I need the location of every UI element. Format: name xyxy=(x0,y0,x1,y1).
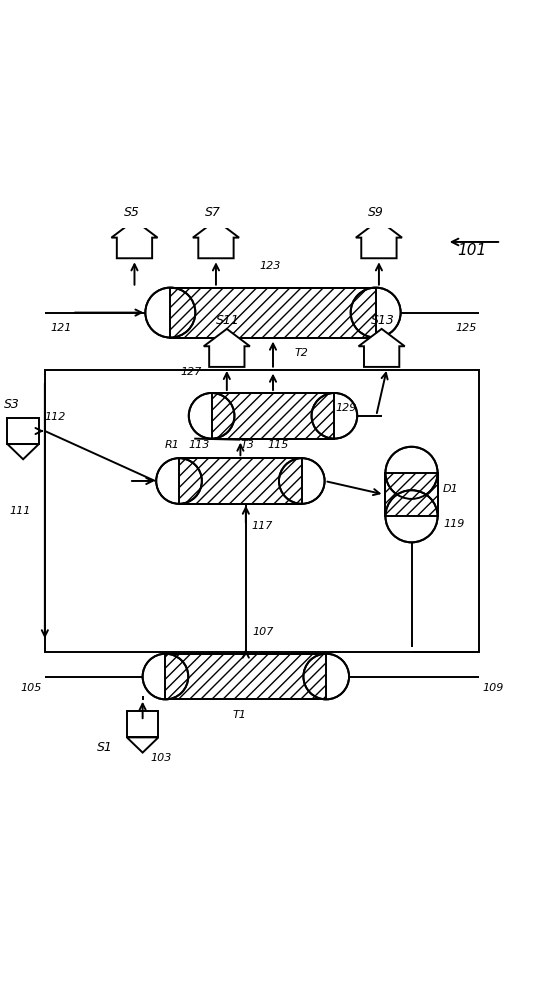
Text: 101: 101 xyxy=(458,243,487,258)
Text: S9: S9 xyxy=(368,206,384,219)
Bar xyxy=(165,654,327,699)
Text: D1: D1 xyxy=(443,484,459,494)
Text: 103: 103 xyxy=(151,753,172,763)
Text: 109: 109 xyxy=(482,683,503,693)
Text: R1: R1 xyxy=(164,440,179,450)
Text: 107: 107 xyxy=(252,627,274,637)
Bar xyxy=(179,458,302,504)
Polygon shape xyxy=(7,444,39,459)
Text: 112: 112 xyxy=(44,412,66,422)
Bar xyxy=(179,458,302,504)
Ellipse shape xyxy=(385,447,437,499)
Polygon shape xyxy=(193,220,239,258)
Ellipse shape xyxy=(143,654,188,699)
Text: T3: T3 xyxy=(240,440,254,450)
Text: T2: T2 xyxy=(295,348,308,358)
Text: S11: S11 xyxy=(216,314,240,327)
Ellipse shape xyxy=(304,654,349,699)
Bar xyxy=(212,393,334,439)
Bar xyxy=(170,288,376,338)
Text: 113: 113 xyxy=(189,440,210,450)
Polygon shape xyxy=(359,329,405,367)
Bar xyxy=(179,458,302,504)
Bar xyxy=(212,393,334,439)
Bar xyxy=(127,711,158,737)
Bar xyxy=(7,418,39,444)
Polygon shape xyxy=(111,220,158,258)
Text: 127: 127 xyxy=(181,367,202,377)
Ellipse shape xyxy=(156,458,202,504)
Text: 119: 119 xyxy=(443,519,465,529)
Bar xyxy=(165,654,327,699)
Bar xyxy=(212,393,334,439)
Bar xyxy=(170,288,376,338)
Ellipse shape xyxy=(351,288,401,338)
Text: S3: S3 xyxy=(4,398,20,411)
Text: 117: 117 xyxy=(251,521,272,531)
Text: 129: 129 xyxy=(335,403,357,413)
Bar xyxy=(45,370,479,652)
Text: 111: 111 xyxy=(9,506,31,516)
Text: 105: 105 xyxy=(21,683,42,693)
Ellipse shape xyxy=(385,490,437,542)
Polygon shape xyxy=(356,220,402,258)
Bar xyxy=(385,473,437,516)
Polygon shape xyxy=(127,737,158,753)
Ellipse shape xyxy=(279,458,325,504)
Bar xyxy=(170,288,376,338)
Polygon shape xyxy=(204,329,250,367)
Text: 125: 125 xyxy=(455,323,477,333)
Text: 121: 121 xyxy=(50,323,72,333)
Text: S1: S1 xyxy=(97,741,112,754)
Text: S13: S13 xyxy=(371,314,395,327)
Bar xyxy=(385,473,437,516)
Text: 123: 123 xyxy=(259,261,281,271)
Ellipse shape xyxy=(189,393,234,439)
Text: 115: 115 xyxy=(268,440,289,450)
Text: T1: T1 xyxy=(232,710,246,720)
Ellipse shape xyxy=(145,288,195,338)
Text: S5: S5 xyxy=(123,206,139,219)
Bar xyxy=(165,654,327,699)
Bar xyxy=(385,473,437,516)
Ellipse shape xyxy=(312,393,357,439)
Text: S7: S7 xyxy=(205,206,221,219)
